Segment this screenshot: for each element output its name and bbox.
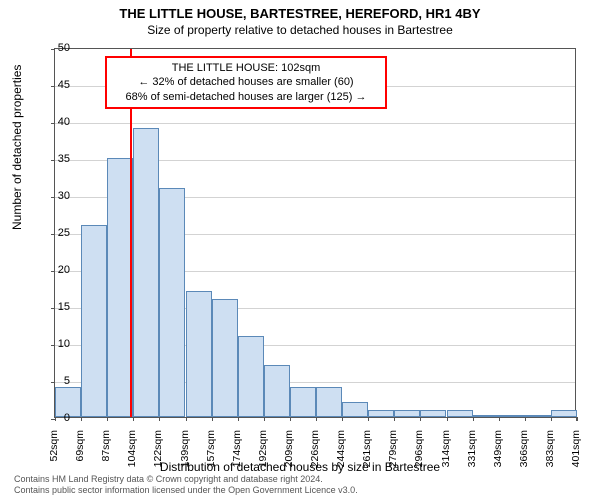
- histogram-bar: [316, 387, 342, 417]
- xtick-label: 261sqm: [361, 430, 373, 478]
- xtick-mark: [133, 417, 134, 421]
- xtick-label: 52sqm: [48, 430, 60, 478]
- xtick-mark: [576, 417, 577, 421]
- chart-title-main: THE LITTLE HOUSE, BARTESTREE, HEREFORD, …: [0, 0, 600, 21]
- annotation-box: THE LITTLE HOUSE: 102sqm← 32% of detache…: [105, 56, 387, 109]
- ytick-label: 5: [48, 375, 70, 387]
- histogram-bar: [525, 415, 551, 417]
- ytick-label: 0: [48, 412, 70, 424]
- xtick-label: 209sqm: [283, 430, 295, 478]
- xtick-mark: [525, 417, 526, 421]
- ytick-label: 25: [48, 227, 70, 239]
- xtick-mark: [264, 417, 265, 421]
- footer-line-2: Contains public sector information licen…: [14, 485, 358, 496]
- xtick-mark: [290, 417, 291, 421]
- xtick-label: 192sqm: [257, 430, 269, 478]
- ytick-label: 35: [48, 153, 70, 165]
- ytick-label: 45: [48, 79, 70, 91]
- chart-plot-area: THE LITTLE HOUSE: 102sqm← 32% of detache…: [54, 48, 576, 418]
- xtick-mark: [368, 417, 369, 421]
- xtick-mark: [238, 417, 239, 421]
- xtick-label: 87sqm: [100, 430, 112, 478]
- xtick-label: 244sqm: [335, 430, 347, 478]
- ytick-label: 15: [48, 301, 70, 313]
- xtick-label: 174sqm: [231, 430, 243, 478]
- histogram-bar: [212, 299, 238, 417]
- annotation-line-3: 68% of semi-detached houses are larger (…: [113, 90, 379, 104]
- xtick-label: 69sqm: [74, 430, 86, 478]
- xtick-label: 401sqm: [570, 430, 582, 478]
- xtick-label: 104sqm: [126, 430, 138, 478]
- xtick-label: 331sqm: [466, 430, 478, 478]
- xtick-label: 314sqm: [440, 430, 452, 478]
- xtick-mark: [186, 417, 187, 421]
- xtick-label: 296sqm: [413, 430, 425, 478]
- ytick-label: 40: [48, 116, 70, 128]
- histogram-bar: [394, 410, 420, 417]
- xtick-mark: [316, 417, 317, 421]
- histogram-bar: [238, 336, 264, 417]
- xtick-mark: [420, 417, 421, 421]
- xtick-label: 157sqm: [205, 430, 217, 478]
- xtick-mark: [394, 417, 395, 421]
- xtick-mark: [159, 417, 160, 421]
- xtick-mark: [473, 417, 474, 421]
- ytick-label: 10: [48, 338, 70, 350]
- xtick-label: 366sqm: [518, 430, 530, 478]
- xtick-mark: [551, 417, 552, 421]
- xtick-mark: [447, 417, 448, 421]
- chart-title-sub: Size of property relative to detached ho…: [0, 21, 600, 37]
- xtick-mark: [577, 417, 578, 421]
- xtick-label: 139sqm: [179, 430, 191, 478]
- histogram-bar: [368, 410, 394, 417]
- histogram-bar: [186, 291, 212, 417]
- annotation-line-2: ← 32% of detached houses are smaller (60…: [113, 75, 379, 89]
- histogram-bar: [159, 188, 185, 417]
- histogram-bar: [290, 387, 316, 417]
- x-axis-label: Distribution of detached houses by size …: [0, 460, 600, 474]
- histogram-bar: [342, 402, 368, 417]
- xtick-label: 383sqm: [544, 430, 556, 478]
- histogram-bar: [264, 365, 290, 417]
- histogram-bar: [447, 410, 473, 417]
- xtick-mark: [499, 417, 500, 421]
- histogram-bar: [133, 128, 159, 417]
- histogram-bar: [473, 415, 499, 417]
- ytick-label: 20: [48, 264, 70, 276]
- xtick-mark: [107, 417, 108, 421]
- xtick-label: 279sqm: [387, 430, 399, 478]
- ytick-label: 30: [48, 190, 70, 202]
- xtick-label: 226sqm: [309, 430, 321, 478]
- xtick-label: 122sqm: [152, 430, 164, 478]
- xtick-label: 349sqm: [492, 430, 504, 478]
- annotation-line-1: THE LITTLE HOUSE: 102sqm: [113, 61, 379, 75]
- xtick-mark: [81, 417, 82, 421]
- histogram-bar: [81, 225, 107, 417]
- xtick-mark: [212, 417, 213, 421]
- histogram-bar: [499, 415, 525, 417]
- y-axis-label: Number of detached properties: [10, 65, 24, 230]
- histogram-bar: [551, 410, 577, 417]
- gridline: [55, 123, 575, 124]
- ytick-label: 50: [48, 42, 70, 54]
- xtick-mark: [342, 417, 343, 421]
- histogram-bar: [420, 410, 446, 417]
